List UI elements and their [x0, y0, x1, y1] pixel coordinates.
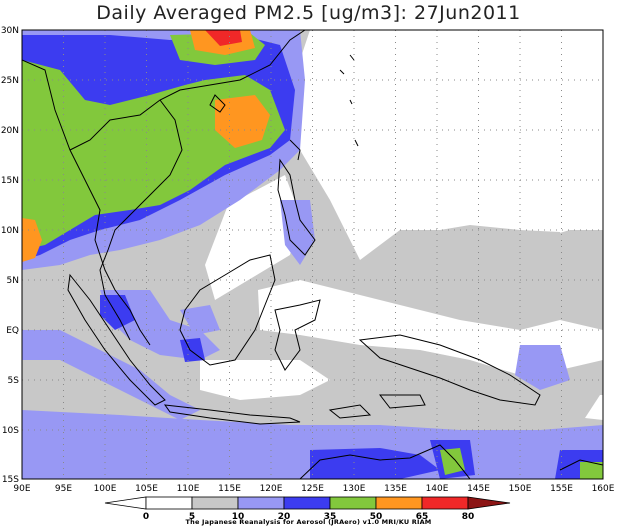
colorbar-segment	[237, 496, 285, 510]
lon-label: 155E	[550, 484, 573, 494]
australia-coast	[299, 444, 471, 479]
philippines-coast	[277, 158, 316, 256]
colorbar-label: 10	[232, 512, 245, 522]
lat-label: 5N	[7, 276, 19, 286]
java-coast	[163, 404, 301, 425]
colorbar-segment	[421, 496, 469, 510]
lat-label: 5S	[8, 376, 20, 386]
map-title: Daily Averaged PM2.5 [ug/m3]: 27Jun2011	[96, 2, 521, 24]
colorbar-segment	[329, 496, 377, 510]
lon-label: 145E	[467, 484, 490, 494]
lon-label: 105E	[135, 484, 158, 494]
lon-label: 115E	[218, 484, 241, 494]
colorbar: 0 5 10 20 35 50 65 80	[104, 496, 511, 522]
colorbar-segment	[191, 496, 239, 510]
colorbar-label: 65	[416, 512, 429, 522]
lon-label: 150E	[509, 484, 532, 494]
colorbar-label: 5	[189, 512, 195, 522]
lat-label: 20N	[1, 126, 19, 136]
lon-label: 125E	[301, 484, 324, 494]
lon-label: 135E	[384, 484, 407, 494]
low-concentration-area	[290, 30, 603, 260]
plot-frame	[21, 29, 604, 480]
sulawesi-coast	[274, 299, 321, 371]
colorbar-label: 0	[143, 512, 149, 522]
lon-label: 95E	[55, 484, 72, 494]
colorbar-segment	[145, 496, 193, 510]
coastlines	[22, 30, 603, 479]
lat-label: 10N	[1, 226, 19, 236]
lon-label: 90E	[13, 484, 30, 494]
longitude-labels: 90E 95E 100E 105E 110E 115E 120E 125E 13…	[13, 484, 614, 494]
lon-label: 130E	[343, 484, 366, 494]
lon-label: 110E	[177, 484, 200, 494]
colorbar-low-triangle	[104, 496, 147, 510]
graticule	[22, 30, 603, 479]
colorbar-label: 20	[278, 512, 291, 522]
lat-label: 15N	[1, 176, 19, 186]
lat-label: 10S	[2, 426, 19, 436]
colorbar-segment	[283, 496, 331, 510]
concentration-field	[22, 30, 603, 479]
colorbar-label: 80	[462, 512, 475, 522]
lat-label: EQ	[6, 326, 19, 336]
lat-label: 15S	[2, 475, 19, 485]
borneo-coast	[179, 254, 276, 366]
lat-label: 30N	[1, 26, 19, 36]
lon-label: 160E	[592, 484, 615, 494]
lon-label: 100E	[94, 484, 117, 494]
colorbar-segment	[375, 496, 423, 510]
new-guinea-coast	[358, 334, 541, 406]
lat-label: 25N	[1, 76, 19, 86]
colorbar-label: 50	[370, 512, 383, 522]
colorbar-high-triangle	[467, 496, 511, 510]
latitude-labels: 30N 25N 20N 15N 10N 5N EQ 5S 10S 15S	[1, 26, 19, 485]
sumatra-coast	[67, 273, 166, 406]
credit-line: The Japanese Reanalysis for Aerosol (JRA…	[185, 518, 432, 526]
lon-label: 140E	[426, 484, 449, 494]
lon-label: 120E	[260, 484, 283, 494]
colorbar-label: 35	[324, 512, 337, 522]
